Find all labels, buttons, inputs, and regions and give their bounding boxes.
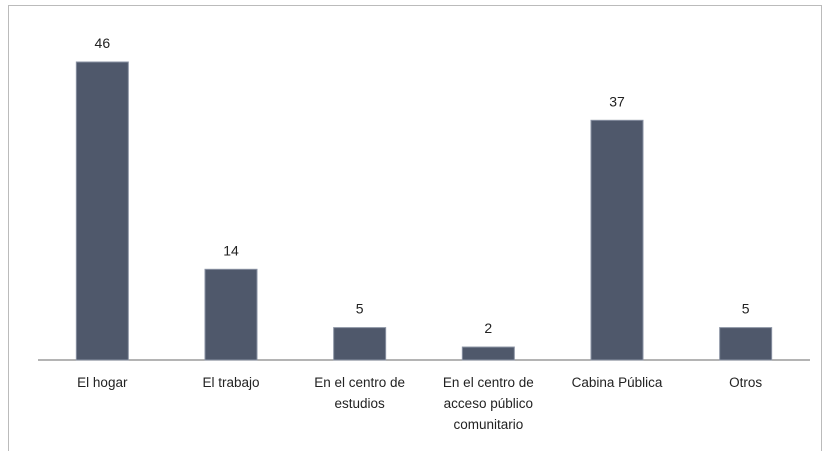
x-tick-label: El hogar [77, 375, 128, 390]
x-tick-label: Cabina Pública [571, 375, 663, 390]
bar [333, 327, 387, 361]
x-tick-label: El trabajo [202, 375, 260, 390]
bar [461, 346, 515, 361]
data-label: 2 [484, 320, 492, 336]
data-label: 14 [223, 242, 239, 258]
data-label: 5 [356, 301, 364, 317]
data-label: 37 [609, 93, 625, 109]
x-tick-label: Otros [729, 375, 763, 390]
bar [75, 61, 129, 361]
data-label: 46 [95, 35, 111, 51]
bar [590, 119, 644, 361]
x-tick-label: En el centro de estudios [314, 375, 406, 411]
bar [719, 327, 773, 361]
x-tick-label: En el centro de acceso público comunitar… [442, 375, 534, 432]
data-label: 5 [742, 301, 750, 317]
bar [204, 268, 258, 361]
chart-frame [8, 5, 822, 451]
